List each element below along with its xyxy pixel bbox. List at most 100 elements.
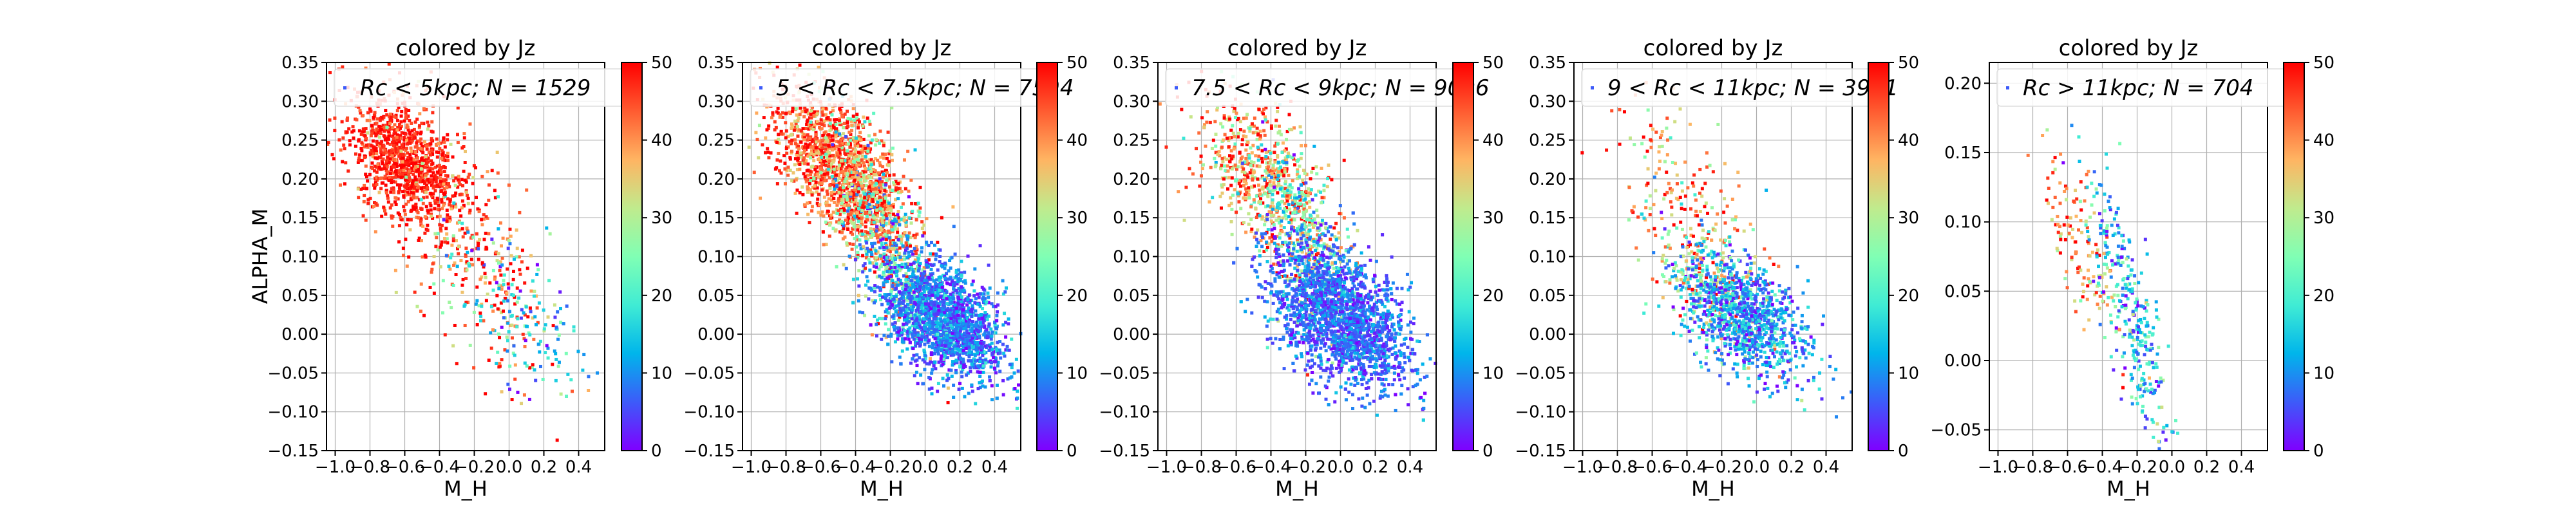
scatter-point	[906, 282, 910, 286]
scatter-point	[904, 248, 907, 252]
scatter-point	[364, 218, 368, 222]
scatter-point	[894, 304, 898, 308]
scatter-point	[422, 158, 426, 162]
scatter-point	[963, 270, 967, 274]
scatter-point	[439, 190, 443, 194]
scatter-point	[790, 149, 793, 153]
scatter-point	[845, 165, 849, 169]
scatter-point	[862, 144, 866, 148]
scatter-point	[845, 194, 849, 198]
scatter-point	[837, 140, 841, 144]
scatter-point	[873, 314, 876, 318]
scatter-point	[390, 203, 393, 207]
scatter-point	[889, 207, 893, 211]
scatter-point	[909, 265, 913, 269]
scatter-point	[909, 178, 913, 182]
scatter-point	[779, 159, 782, 163]
scatter-point	[409, 209, 413, 213]
scatter-point	[852, 221, 856, 225]
scatter-point	[837, 197, 841, 201]
scatter-point	[448, 267, 452, 271]
scatter-point	[915, 309, 919, 313]
scatter-point	[523, 281, 527, 285]
scatter-point	[870, 241, 874, 245]
scatter-point	[781, 115, 785, 119]
scatter-point	[474, 302, 478, 306]
scatter-point	[851, 191, 855, 195]
scatter-point	[849, 145, 853, 149]
scatter-point	[826, 192, 829, 196]
scatter-point	[942, 384, 946, 388]
scatter-point	[513, 363, 517, 367]
scatter-point	[909, 244, 913, 248]
scatter-point	[404, 167, 408, 171]
scatter-point	[969, 366, 972, 370]
scatter-point	[783, 182, 787, 186]
scatter-point	[982, 350, 986, 353]
scatter-point	[833, 200, 837, 204]
scatter-point	[412, 192, 416, 196]
scatter-point	[838, 153, 842, 156]
scatter-point	[867, 163, 871, 167]
scatter-point	[350, 130, 354, 134]
scatter-point	[829, 139, 833, 143]
scatter-point	[832, 167, 836, 171]
scatter-point	[542, 329, 546, 333]
scatter-point	[358, 153, 362, 157]
scatter-point	[945, 272, 949, 276]
scatter-point	[811, 138, 815, 142]
scatter-point	[879, 155, 883, 159]
scatter-point	[820, 169, 824, 173]
scatter-point	[828, 169, 832, 173]
scatter-point	[396, 138, 400, 142]
scatter-point	[845, 243, 849, 247]
scatter-point	[495, 294, 499, 297]
scatter-point	[936, 337, 940, 341]
scatter-point	[825, 155, 829, 159]
scatter-point	[422, 196, 426, 200]
scatter-point	[490, 238, 494, 241]
scatter-point	[869, 172, 873, 176]
scatter-point	[774, 126, 778, 129]
scatter-point	[494, 250, 498, 254]
scatter-point	[808, 201, 811, 205]
scatter-point	[878, 185, 882, 189]
scatter-point	[801, 161, 805, 165]
scatter-point	[913, 247, 916, 250]
scatter-point	[408, 183, 412, 187]
scatter-point	[861, 232, 865, 236]
scatter-point	[408, 218, 412, 221]
scatter-point	[412, 162, 415, 165]
scatter-point	[406, 126, 410, 129]
scatter-point	[960, 344, 964, 348]
scatter-point	[790, 142, 793, 145]
scatter-point	[885, 171, 889, 175]
scatter-point	[354, 152, 357, 156]
scatter-point	[784, 129, 788, 133]
scatter-point	[414, 206, 418, 210]
scatter-point	[892, 295, 896, 299]
scatter-point	[815, 170, 819, 174]
scatter-point	[990, 341, 994, 345]
scatter-point	[892, 317, 896, 321]
scatter-point	[399, 136, 402, 140]
scatter-point	[864, 179, 868, 183]
scatter-point	[878, 177, 882, 181]
scatter-point	[824, 113, 828, 117]
scatter-point	[396, 126, 400, 130]
scatter-point	[835, 118, 838, 122]
scatter-point	[900, 189, 904, 193]
scatter-point	[431, 162, 435, 165]
scatter-point	[866, 116, 869, 120]
scatter-point	[475, 232, 478, 236]
scatter-point	[375, 182, 379, 186]
scatter-point	[424, 162, 428, 165]
scatter-point	[420, 145, 424, 149]
scatter-point	[889, 209, 893, 213]
scatter-point	[779, 171, 783, 175]
scatter-point	[988, 345, 992, 349]
scatter-point	[875, 208, 879, 212]
scatter-point	[922, 312, 926, 315]
scatter-point	[828, 183, 832, 187]
scatter-point	[521, 332, 525, 336]
